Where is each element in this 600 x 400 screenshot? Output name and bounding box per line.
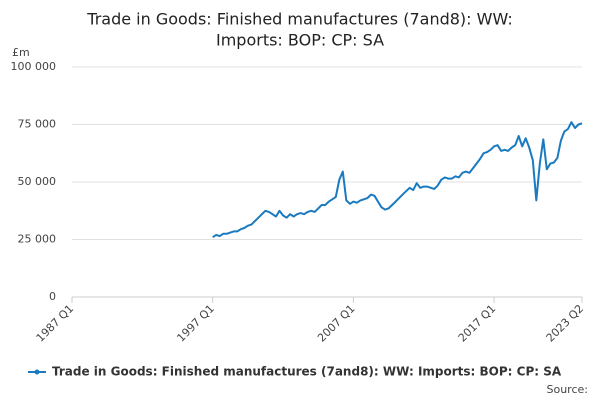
chart-subtitle: Imports: BOP: CP: SA	[216, 31, 384, 50]
y-tick-label: 100 000	[11, 60, 57, 73]
chart-title: Trade in Goods: Finished manufactures (7…	[86, 10, 512, 29]
y-tick-label: 50 000	[18, 175, 57, 188]
x-tick-label: 1997 Q1	[174, 302, 217, 345]
x-tick-label: 2023 Q2	[544, 302, 587, 345]
y-tick-label: 75 000	[18, 118, 57, 131]
legend-marker	[34, 369, 40, 375]
x-tick-label: 2007 Q1	[315, 302, 358, 345]
y-tick-label: 0	[49, 290, 56, 303]
x-tick-label: 2017 Q1	[456, 302, 499, 345]
x-tick-label: 1987 Q1	[34, 302, 77, 345]
y-axis-label: £m	[12, 46, 30, 59]
legend-label: Trade in Goods: Finished manufactures (7…	[52, 365, 562, 379]
series-line	[212, 121, 583, 239]
y-tick-label: 25 000	[18, 233, 57, 246]
source: Source:	[547, 383, 589, 396]
